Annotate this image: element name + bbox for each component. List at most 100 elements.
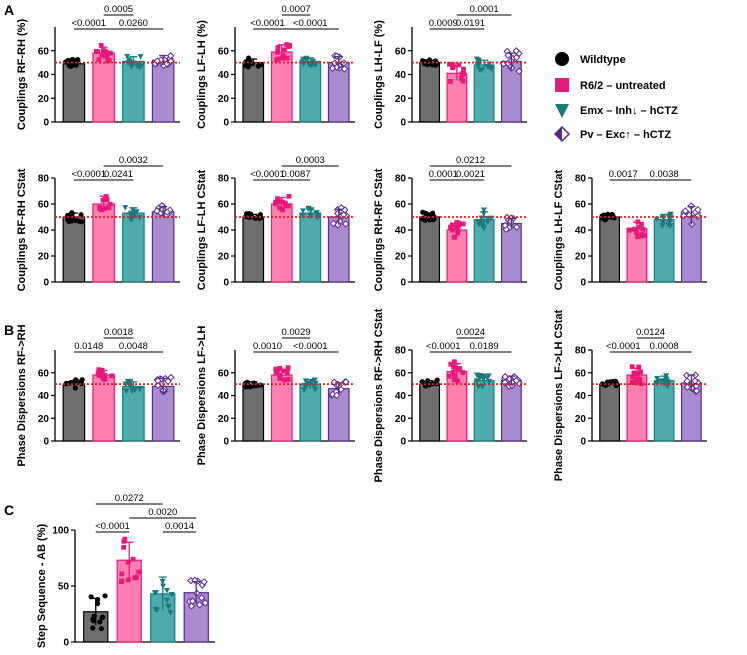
y-axis-title: Couplings LH-LF (%) — [373, 20, 385, 129]
panel-letter-b: B — [4, 322, 14, 338]
y-tick-label: 20 — [38, 414, 50, 425]
data-point — [328, 64, 337, 72]
p-value-label: 0.0024 — [456, 327, 485, 338]
data-point — [106, 205, 112, 211]
data-point — [276, 56, 281, 62]
data-point — [475, 383, 482, 390]
y-tick-label: 20 — [575, 252, 587, 263]
data-point — [487, 64, 494, 71]
bar-1 — [599, 383, 621, 442]
y-tick-label: 60 — [575, 200, 587, 211]
data-point — [153, 207, 161, 215]
bar-1 — [62, 383, 86, 442]
p-value-label: 0.0260 — [119, 18, 148, 29]
data-point — [501, 373, 509, 381]
bar-1 — [419, 62, 441, 123]
y-tick-label: 40 — [218, 226, 230, 237]
data-point — [76, 218, 82, 224]
data-point — [422, 217, 428, 223]
bar-1 — [62, 63, 86, 123]
data-point — [452, 373, 457, 379]
p-value-label: 0.0241 — [104, 169, 133, 180]
data-point — [104, 54, 110, 59]
data-point — [102, 376, 108, 382]
y-tick-label: 60 — [218, 46, 230, 57]
y-tick-label: 0 — [400, 278, 406, 289]
data-point — [342, 378, 350, 386]
bar-2 — [92, 203, 115, 283]
data-point — [308, 212, 315, 219]
bar-3 — [299, 60, 322, 123]
p-value-label: 0.0003 — [296, 155, 325, 166]
y-tick-label: 0 — [223, 118, 229, 129]
p-value-label: <0.0001 — [293, 18, 328, 29]
data-point — [446, 373, 452, 379]
data-point — [627, 227, 632, 233]
legend-label-r62: R6/2 – untreated — [580, 80, 666, 92]
data-point — [667, 212, 674, 219]
legend-square-marker — [555, 78, 569, 92]
data-point — [334, 221, 342, 229]
bar-1 — [242, 62, 265, 123]
legend-circle-marker — [555, 52, 569, 66]
data-point — [123, 388, 130, 395]
y-tick-label: 20 — [575, 414, 587, 425]
y-axis-title: Couplings RH-RF CStat — [373, 168, 385, 291]
data-point — [501, 378, 509, 387]
data-point — [95, 370, 101, 376]
data-point — [163, 208, 171, 216]
bar-1 — [62, 216, 86, 283]
data-point — [478, 215, 485, 222]
data-point — [282, 200, 288, 206]
data-point — [163, 598, 170, 604]
data-point — [450, 369, 456, 375]
data-point — [692, 382, 701, 390]
data-point — [105, 50, 110, 56]
data-point — [484, 219, 491, 226]
p-value-label: <0.0001 — [71, 169, 106, 180]
data-point — [512, 223, 521, 231]
chart-9: 0 20 40 60 Phase Dispersions LF->LH 0.0010 <0.… — [196, 326, 355, 465]
data-point — [102, 205, 108, 211]
y-tick-label: 20 — [38, 94, 50, 105]
data-point — [133, 574, 139, 580]
p-value-label: <0.0001 — [250, 18, 285, 29]
data-point — [631, 370, 637, 376]
data-point — [96, 57, 102, 62]
data-point — [278, 199, 284, 205]
data-point — [137, 54, 144, 60]
data-point — [453, 365, 458, 371]
data-point — [642, 232, 647, 238]
data-point — [299, 212, 306, 219]
data-point — [310, 58, 317, 65]
data-point — [455, 227, 461, 233]
data-point — [692, 387, 701, 395]
data-point — [281, 368, 287, 374]
data-point — [633, 380, 639, 386]
bar-1 — [419, 383, 441, 442]
y-tick-label: 20 — [395, 252, 407, 263]
y-tick-label: 0 — [43, 437, 49, 448]
bar-3 — [299, 383, 322, 442]
y-tick-label: 0 — [400, 437, 406, 448]
bar-4 — [500, 380, 522, 442]
data-point — [90, 618, 97, 624]
data-point — [486, 378, 493, 385]
data-point — [97, 619, 103, 625]
bar-3 — [653, 380, 675, 442]
data-point — [501, 221, 509, 230]
data-point — [152, 606, 159, 613]
data-point — [152, 589, 159, 596]
data-point — [457, 366, 463, 372]
chart-12: 0 50 100 Step Sequence - AB (%) <0.0001 0.001… — [36, 493, 215, 649]
data-point — [273, 369, 279, 375]
data-point — [255, 63, 261, 69]
data-point — [124, 378, 131, 385]
bar-2 — [270, 203, 293, 283]
y-tick-label: 40 — [575, 391, 587, 402]
p-value-label: 0.0014 — [165, 521, 194, 532]
data-point — [638, 369, 643, 375]
y-axis-title: Phase Dispersions RF->RH — [16, 324, 28, 466]
